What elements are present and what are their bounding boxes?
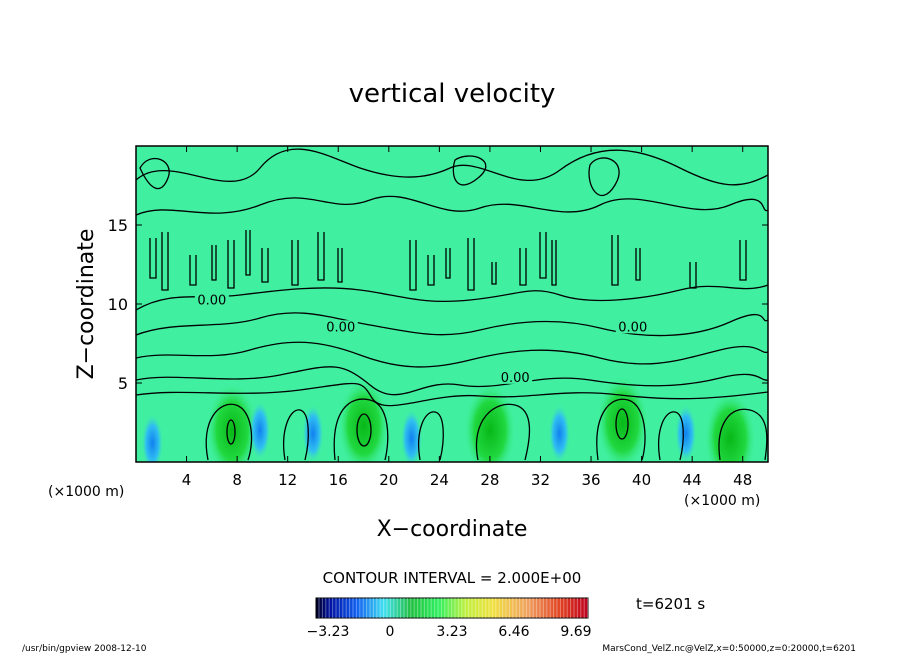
x-tick-label: 48 bbox=[733, 471, 752, 489]
contour-line bbox=[226, 419, 236, 445]
colorbar-tick-label: 9.69 bbox=[560, 624, 591, 640]
contour-label-bg bbox=[323, 320, 358, 334]
downdraft-cell bbox=[674, 403, 697, 462]
contour-line bbox=[409, 232, 747, 291]
contour-lines bbox=[136, 148, 768, 461]
x-unit-right: (×1000 m) bbox=[684, 493, 760, 509]
x-unit-left: (×1000 m) bbox=[48, 484, 124, 500]
colorbar-tick-label: −3.23 bbox=[307, 624, 350, 640]
updraft-cell bbox=[704, 390, 757, 462]
contour-line bbox=[136, 148, 768, 186]
contour-label: 0.00 bbox=[197, 293, 226, 308]
contour-line bbox=[475, 403, 531, 461]
colorbar-tick-label: 0 bbox=[386, 624, 395, 640]
y-tick-label: 5 bbox=[118, 374, 128, 393]
contour-label-bg bbox=[194, 293, 229, 307]
contour-label-bg bbox=[498, 370, 533, 384]
contour-line bbox=[136, 195, 768, 216]
footer-right: MarsCond_VelZ.nc@VelZ,x=0:50000,z=0:2000… bbox=[602, 644, 856, 654]
x-tick-label: 32 bbox=[531, 471, 550, 489]
contour-line bbox=[205, 403, 253, 461]
shaded-cells bbox=[141, 374, 757, 462]
x-tick-label: 16 bbox=[329, 471, 348, 489]
x-tick-label: 24 bbox=[430, 471, 449, 489]
x-axis-label: X−coordinate bbox=[377, 517, 528, 542]
contour-line bbox=[658, 411, 684, 461]
contour-line bbox=[452, 155, 487, 186]
contour-interval-label: CONTOUR INTERVAL = 2.000E+00 bbox=[323, 569, 582, 587]
chart-title: vertical velocity bbox=[349, 79, 556, 109]
x-tick-label: 36 bbox=[581, 471, 600, 489]
x-axis: 4 8 12 16 20 24 28 32 36 40 44 48 bbox=[182, 146, 752, 489]
contour-labels: 0.00 0.00 0.00 0.00 bbox=[194, 293, 650, 386]
downdraft-cell bbox=[548, 403, 571, 462]
downdraft-cell bbox=[301, 403, 324, 462]
x-tick-label: 12 bbox=[278, 471, 297, 489]
contour-line bbox=[136, 366, 768, 396]
y-tick-label: 10 bbox=[108, 295, 128, 314]
colorbar-ticks: −3.23 0 3.23 6.46 9.69 bbox=[307, 624, 592, 640]
time-label: t=6201 s bbox=[636, 595, 705, 613]
downdraft-cell bbox=[248, 400, 271, 461]
contour-line bbox=[139, 157, 170, 190]
updraft-cell bbox=[596, 374, 649, 462]
x-tick-label: 4 bbox=[182, 471, 192, 489]
updraft-cell bbox=[206, 382, 259, 462]
y-axis-label: Z−coordinate bbox=[74, 229, 99, 380]
contour-line bbox=[283, 409, 309, 461]
contour-label: 0.00 bbox=[326, 320, 355, 335]
x-tick-label: 44 bbox=[683, 471, 702, 489]
contour-line bbox=[588, 157, 620, 197]
contour-label: 0.00 bbox=[618, 320, 647, 335]
colorbar-tick-label: 6.46 bbox=[498, 624, 529, 640]
updraft-cell bbox=[337, 377, 390, 462]
contour-line bbox=[136, 284, 768, 311]
colorbar-stripes bbox=[318, 598, 589, 618]
contour-line bbox=[333, 398, 389, 461]
contour-line bbox=[418, 411, 444, 461]
contour-line bbox=[718, 408, 768, 461]
x-tick-label: 40 bbox=[632, 471, 651, 489]
contour-line bbox=[596, 398, 646, 461]
x-tick-label: 28 bbox=[480, 471, 499, 489]
contour-line bbox=[136, 312, 768, 337]
footer-left: /usr/bin/gpview 2008-12-10 bbox=[22, 644, 147, 654]
contour-label: 0.00 bbox=[501, 371, 530, 386]
contour-line bbox=[136, 382, 768, 407]
contour-label-bg bbox=[615, 320, 650, 334]
contour-line bbox=[136, 341, 768, 368]
contour-line bbox=[356, 413, 372, 447]
contour-line bbox=[615, 408, 629, 440]
x-tick-label: 20 bbox=[379, 471, 398, 489]
colorbar bbox=[315, 597, 589, 619]
downdraft-cell bbox=[141, 413, 164, 462]
colorbar-tick-label: 3.23 bbox=[436, 624, 467, 640]
downdraft-cell bbox=[400, 408, 423, 462]
y-tick-label: 15 bbox=[108, 216, 128, 235]
x-tick-label: 8 bbox=[232, 471, 242, 489]
contour-line bbox=[149, 230, 343, 291]
y-axis: 5 10 15 bbox=[108, 216, 768, 393]
